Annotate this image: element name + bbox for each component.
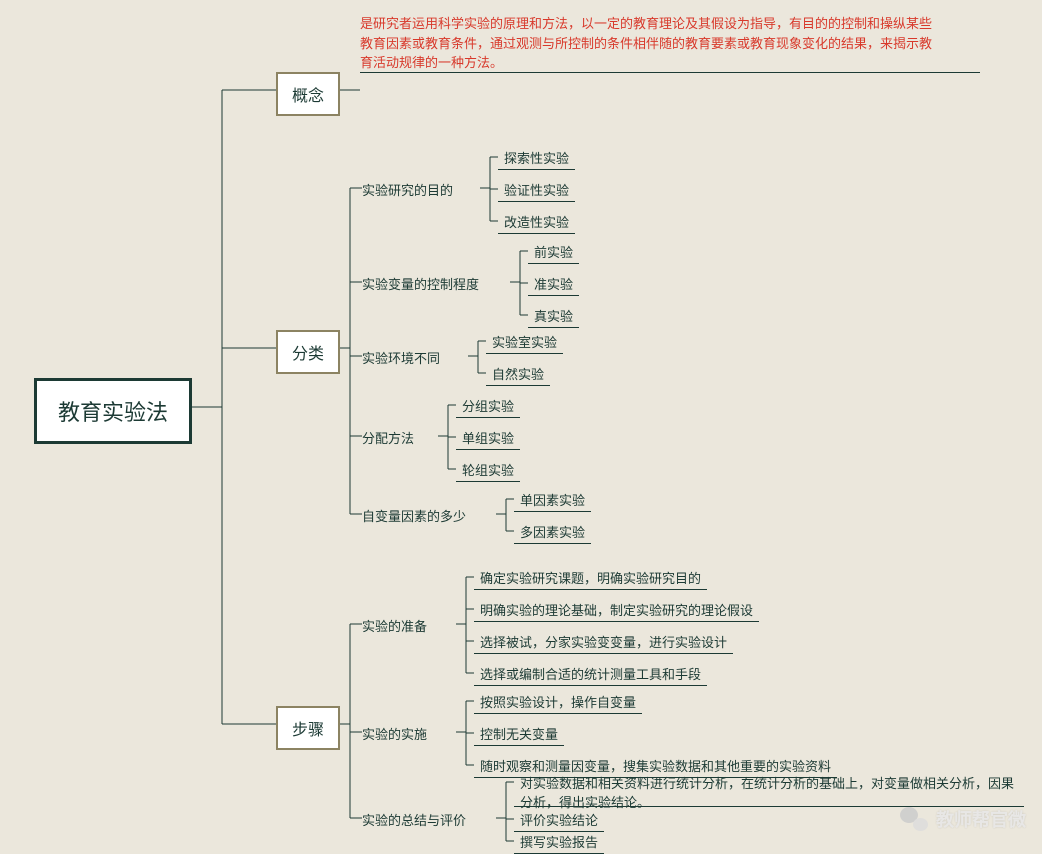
mid-label: 实验变量的控制程度 xyxy=(362,274,479,293)
leaf-node: 改造性实验 xyxy=(498,212,575,234)
leaf-node: 选择被试，分家实验变变量，进行实验设计 xyxy=(474,632,733,654)
leaf-node: 前实验 xyxy=(528,242,579,264)
mindmap-canvas: 教育实验法 是研究者运用科学实验的原理和方法，以一定的教育理论及其假设为指导，有… xyxy=(0,0,1042,846)
leaf-node: 自然实验 xyxy=(486,364,550,386)
leaf-node: 轮组实验 xyxy=(456,460,520,482)
leaf-node: 明确实验的理论基础，制定实验研究的理论假设 xyxy=(474,600,759,622)
leaf-node: 真实验 xyxy=(528,306,579,328)
mid-label: 自变量因素的多少 xyxy=(362,506,466,525)
mid-label: 实验研究的目的 xyxy=(362,180,453,199)
mid-label: 实验的准备 xyxy=(362,616,427,635)
level1-node-concept: 概念 xyxy=(276,72,340,116)
leaf-node: 控制无关变量 xyxy=(474,724,564,746)
leaf-node: 多因素实验 xyxy=(514,522,591,544)
mid-label: 实验的实施 xyxy=(362,724,427,743)
mid-label: 分配方法 xyxy=(362,428,414,447)
leaf-node: 选择或编制合适的统计测量工具和手段 xyxy=(474,664,707,686)
level1-node-category: 分类 xyxy=(276,330,340,374)
leaf-node: 单组实验 xyxy=(456,428,520,450)
leaf-node: 对实验数据和相关资料进行统计分析，在统计分析的基础上，对变量做相关分析，因果分析… xyxy=(514,773,1024,813)
leaf-node: 确定实验研究课题，明确实验研究目的 xyxy=(474,568,707,590)
leaf-node: 准实验 xyxy=(528,274,579,296)
leaf-node: 探索性实验 xyxy=(498,148,575,170)
level1-node-steps: 步骤 xyxy=(276,706,340,750)
root-label: 教育实验法 xyxy=(58,400,168,425)
leaf-node: 撰写实验报告 xyxy=(514,832,604,854)
leaf-node: 按照实验设计，操作自变量 xyxy=(474,692,642,714)
concept-underline xyxy=(360,72,980,73)
leaf-node: 单因素实验 xyxy=(514,490,591,512)
mid-label: 实验环境不同 xyxy=(362,348,440,367)
root-node: 教育实验法 xyxy=(34,378,192,444)
summary-underline xyxy=(514,806,1024,807)
leaf-node: 验证性实验 xyxy=(498,180,575,202)
leaf-node: 分组实验 xyxy=(456,396,520,418)
mid-label: 实验的总结与评价 xyxy=(362,810,466,829)
concept-description: 是研究者运用科学实验的原理和方法，以一定的教育理论及其假设为指导，有目的的控制和… xyxy=(360,14,940,73)
leaf-node: 实验室实验 xyxy=(486,332,563,354)
leaf-node: 评价实验结论 xyxy=(514,810,604,832)
